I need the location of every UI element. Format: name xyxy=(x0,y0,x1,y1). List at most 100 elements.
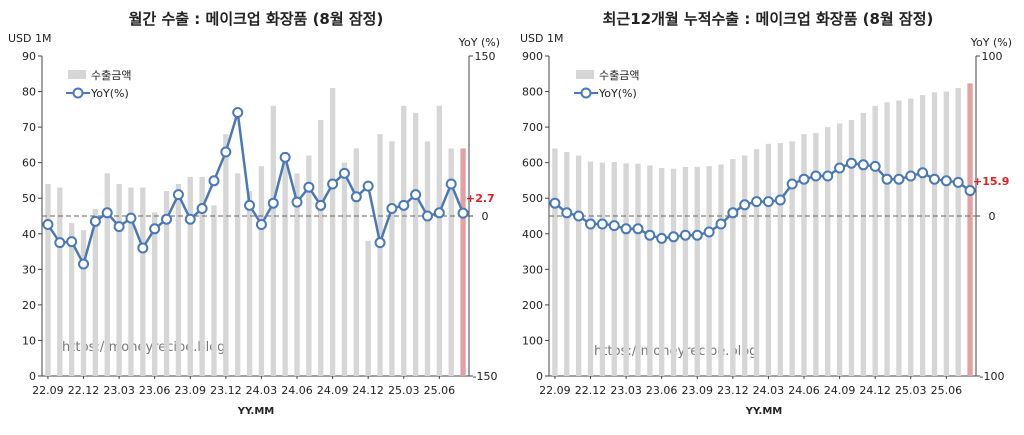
bar xyxy=(294,173,300,376)
bar xyxy=(235,173,241,376)
bar xyxy=(377,134,383,376)
yoy-point xyxy=(620,223,632,235)
right-tick-label: -100 xyxy=(980,370,1005,383)
yoy-point xyxy=(244,199,256,211)
bar xyxy=(647,165,653,376)
x-tick-label: 22.09 xyxy=(539,384,571,397)
bar xyxy=(152,212,158,376)
bar xyxy=(635,163,641,376)
yoy-point xyxy=(137,242,149,254)
x-tick-label: 25.06 xyxy=(424,384,456,397)
x-tick-label: 23.03 xyxy=(103,384,135,397)
yoy-point xyxy=(917,167,929,179)
yoy-point xyxy=(398,199,410,211)
legend: 수출금액 YoY(%) xyxy=(574,69,639,100)
left-tick-label: 60 xyxy=(22,157,36,170)
yoy-point xyxy=(774,194,786,206)
yoy-point xyxy=(196,203,208,215)
bar xyxy=(92,208,99,376)
x-tick-label: 23.06 xyxy=(139,384,171,397)
x-axis-label: YY.MM xyxy=(237,406,275,417)
yoy-point xyxy=(374,237,386,249)
bar xyxy=(401,105,407,377)
right-axis-unit: YoY (%) xyxy=(458,36,500,49)
bar xyxy=(80,230,87,376)
left-axis-unit: USD 1M xyxy=(520,32,564,45)
last-value-label: +2.7 xyxy=(466,192,495,205)
yoy-point xyxy=(561,207,573,219)
yoy-point xyxy=(952,176,964,188)
bar xyxy=(128,187,134,376)
yoy-point xyxy=(42,219,54,231)
bar xyxy=(412,112,419,376)
x-tick-label: 25.03 xyxy=(388,384,420,397)
bar xyxy=(777,143,783,376)
right-tick-label: 150 xyxy=(475,50,496,63)
bar xyxy=(765,143,772,376)
bar xyxy=(436,105,443,377)
yoy-point xyxy=(881,173,893,185)
yoy-point xyxy=(220,146,232,158)
yoy-point xyxy=(161,213,173,225)
chart-title: 최근12개월 누적수출 : 메이크업 화장품 (8월 잠정) xyxy=(603,10,934,28)
x-tick-label: 24.12 xyxy=(859,384,891,397)
x-tick-label: 22.09 xyxy=(32,384,64,397)
right-tick-label: -150 xyxy=(473,370,498,383)
yoy-point xyxy=(125,212,137,224)
yoy-point xyxy=(691,229,703,241)
yoy-point xyxy=(644,229,656,241)
left-tick-label: 40 xyxy=(22,228,36,241)
legend-bar-label: 수출금액 xyxy=(91,69,131,82)
left-tick-label: 900 xyxy=(522,50,543,63)
x-tick-label: 22.12 xyxy=(68,384,100,397)
yoy-point xyxy=(303,181,315,193)
left-tick-label: 0 xyxy=(536,370,543,383)
left-tick-label: 800 xyxy=(522,86,543,99)
bar xyxy=(587,161,594,376)
left-tick-label: 80 xyxy=(22,86,36,99)
left-tick-label: 100 xyxy=(522,334,543,347)
left-tick-label: 90 xyxy=(22,50,36,63)
bar xyxy=(836,123,843,376)
x-tick-label: 24.03 xyxy=(753,384,785,397)
bar xyxy=(552,148,558,376)
bar xyxy=(860,112,866,376)
left-tick-label: 300 xyxy=(522,263,543,276)
yoy-point xyxy=(113,221,125,233)
yoy-point xyxy=(715,218,727,230)
yoy-point xyxy=(362,180,374,192)
yoy-point xyxy=(549,197,561,209)
monthly-export-chart: 월간 수출 : 메이크업 화장품 (8월 잠정) USD 1M YoY (%) … xyxy=(8,10,500,417)
bar xyxy=(318,120,324,376)
bar xyxy=(57,187,63,376)
yoy-point xyxy=(184,213,196,225)
x-tick-label: 24.06 xyxy=(281,384,313,397)
x-tick-label: 23.09 xyxy=(682,384,714,397)
bar xyxy=(825,127,831,376)
yoy-point xyxy=(66,236,78,248)
bar xyxy=(813,133,819,376)
bar xyxy=(175,184,182,376)
yoy-point xyxy=(668,231,680,243)
yoy-point xyxy=(810,170,822,182)
left-tick-label: 0 xyxy=(29,370,36,383)
yoy-point xyxy=(255,219,267,231)
x-tick-label: 22.12 xyxy=(575,384,607,397)
bar xyxy=(140,187,146,376)
legend-line-marker xyxy=(72,87,84,99)
left-tick-label: 30 xyxy=(22,263,36,276)
legend-line-label: YoY(%) xyxy=(598,87,637,100)
yoy-point xyxy=(410,189,422,201)
bar xyxy=(943,91,950,377)
bar xyxy=(448,148,454,376)
bar xyxy=(694,166,700,376)
x-tick-label: 23.12 xyxy=(210,384,242,397)
yoy-point xyxy=(656,232,668,244)
bar xyxy=(163,191,170,376)
legend: 수출금액 YoY(%) xyxy=(66,69,131,100)
left-tick-label: 700 xyxy=(522,121,543,134)
yoy-point xyxy=(928,173,940,185)
